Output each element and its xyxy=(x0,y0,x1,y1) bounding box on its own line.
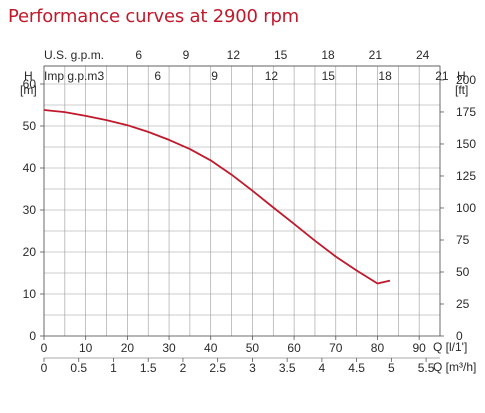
us-gpm-label: U.S. g.p.m. xyxy=(44,48,104,62)
x2-tick-label: 0 xyxy=(41,361,48,375)
x2-tick-label: 3.5 xyxy=(279,361,296,375)
us-gpm-tick-label: 9 xyxy=(183,48,190,62)
x2-tick-label: 4.5 xyxy=(348,361,365,375)
y-tick-label: 10 xyxy=(23,287,37,301)
x-tick-label: 30 xyxy=(162,341,176,355)
x-tick-label: 80 xyxy=(371,341,385,355)
imp-gpm-tick-label: 15 xyxy=(322,69,336,83)
y2-tick-label: 50 xyxy=(456,265,470,279)
y-tick-label: 60 xyxy=(23,77,37,91)
y-tick-label: 0 xyxy=(29,329,36,343)
imp-gpm-tick-label: 9 xyxy=(211,69,218,83)
y2-tick-label: 0 xyxy=(456,329,463,343)
left-axis-symbol: H xyxy=(24,69,33,83)
x-tick-label: 40 xyxy=(204,341,218,355)
y-tick-label: 50 xyxy=(23,119,37,133)
x2-tick-label: 3 xyxy=(249,361,256,375)
y2-tick-label: 150 xyxy=(456,137,476,151)
x2-tick-label: 1.5 xyxy=(140,361,157,375)
us-gpm-tick-label: 12 xyxy=(227,48,241,62)
y-tick-label: 40 xyxy=(23,161,37,175)
x-tick-label: 90 xyxy=(412,341,426,355)
imp-gpm-tick-label: 6 xyxy=(154,69,161,83)
x2-tick-label: 2 xyxy=(180,361,187,375)
y2-tick-label: 75 xyxy=(456,233,470,247)
imp-gpm-tick-label: 12 xyxy=(265,69,279,83)
x-tick-label: 70 xyxy=(329,341,343,355)
y2-tick-label: 100 xyxy=(456,201,476,215)
x-tick-label: 60 xyxy=(287,341,301,355)
x2-tick-label: 1 xyxy=(110,361,117,375)
x2-tick-label: 0.5 xyxy=(70,361,87,375)
right-axis-symbol: H xyxy=(457,69,466,83)
y2-tick-label: 200 xyxy=(456,73,476,87)
left-axis-unit: [m] xyxy=(20,83,37,97)
imp-gpm-tick-label: 21 xyxy=(435,69,449,83)
plot-frame xyxy=(43,65,441,337)
x2-tick-label: 5 xyxy=(388,361,395,375)
imp-gpm-tick-label: 3 xyxy=(98,69,105,83)
y2-tick-label: 25 xyxy=(456,297,470,311)
x-axis-label-m3h: Q [m³/h] xyxy=(433,360,476,374)
us-gpm-tick-label: 15 xyxy=(274,48,288,62)
us-gpm-tick-label: 6 xyxy=(135,48,142,62)
x2-tick-label: 5.5 xyxy=(418,361,435,375)
imp-gpm-tick-label: 18 xyxy=(378,69,392,83)
x-tick-label: 50 xyxy=(246,341,260,355)
curve-layer xyxy=(43,109,391,285)
y2-tick-label: 125 xyxy=(456,169,476,183)
y2-tick-label: 175 xyxy=(456,105,476,119)
chart-title: Performance curves at 2900 rpm xyxy=(8,6,300,27)
y-tick-label: 20 xyxy=(23,245,37,259)
us-gpm-tick-label: 21 xyxy=(369,48,383,62)
us-gpm-tick-label: 24 xyxy=(416,48,430,62)
right-axis-unit: [ft] xyxy=(455,83,468,97)
head-curve xyxy=(43,109,391,285)
imp-gpm-label: Imp g.p.m. xyxy=(44,69,101,83)
y-tick-label: 30 xyxy=(23,203,37,217)
x2-tick-label: 4 xyxy=(319,361,326,375)
grid xyxy=(43,65,441,337)
x-tick-label: 20 xyxy=(121,341,135,355)
plot-border xyxy=(43,65,441,337)
x-axis-label-lmin: Q [l/1'] xyxy=(433,340,467,354)
us-gpm-tick-label: 18 xyxy=(321,48,335,62)
x-tick-label: 10 xyxy=(79,341,93,355)
x-tick-label: 0 xyxy=(41,341,48,355)
x2-tick-label: 2.5 xyxy=(209,361,226,375)
